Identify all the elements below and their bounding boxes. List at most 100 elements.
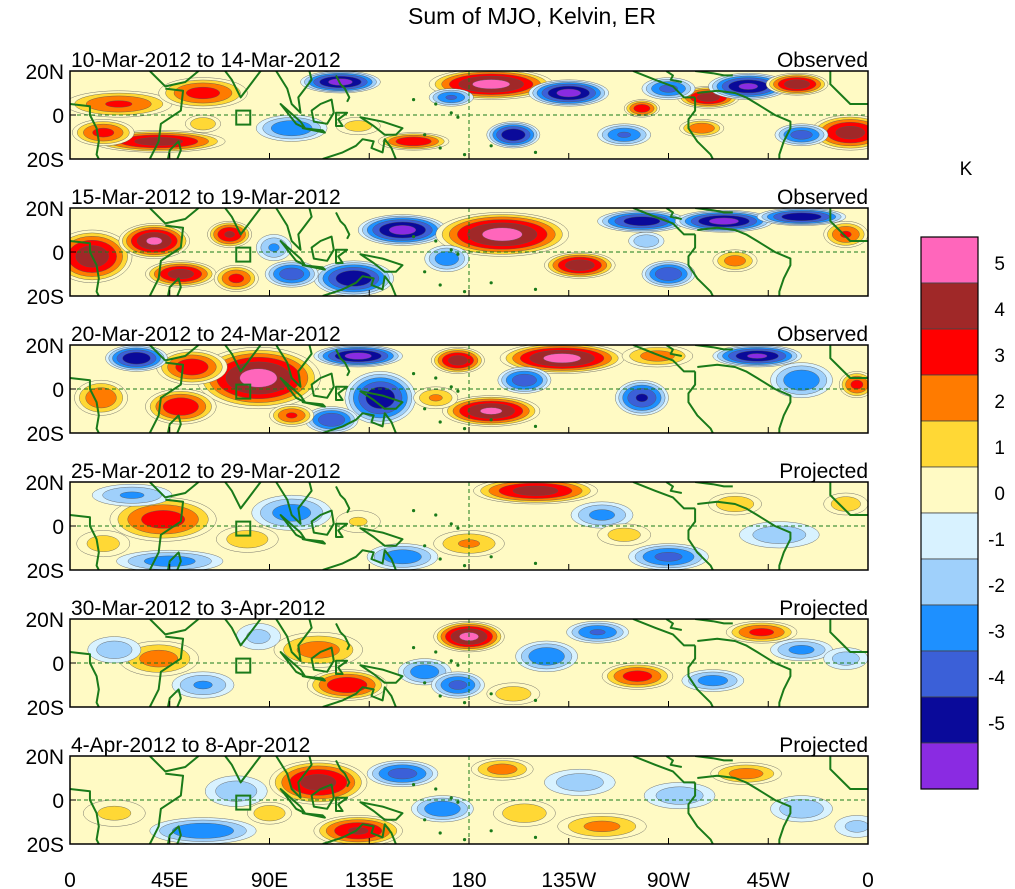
panel-status-label: Projected: [779, 460, 868, 483]
anomaly-blob: [544, 769, 616, 796]
anomaly-blob: [366, 760, 439, 787]
anomaly-blob: [499, 345, 625, 374]
region-box: [235, 657, 252, 674]
anomaly-blob: [431, 671, 485, 699]
anomaly-blob: [216, 525, 279, 553]
anomaly-blob: [158, 77, 248, 109]
colorbar-swatch: [920, 466, 979, 514]
anomaly-blob: [83, 799, 146, 827]
anomaly-blob: [756, 208, 847, 226]
region-box: [235, 383, 252, 400]
colorbar: K 5 4 3 2 1 0 -1 -2 -3 -4 -5: [920, 159, 1005, 790]
anomaly-blob: [497, 366, 552, 394]
y-tick-label: 20S: [27, 834, 64, 857]
anomaly-blob: [366, 543, 439, 570]
colorbar-label: 4: [994, 300, 1005, 321]
anomaly-blob: [473, 482, 598, 505]
anomaly-blob: [424, 245, 470, 273]
anomaly-blob: [185, 114, 221, 133]
region-box: [235, 794, 252, 811]
anomaly-blob: [628, 231, 665, 250]
colorbar-swatch: [920, 650, 979, 698]
anomaly-blob: [710, 762, 782, 785]
colorbar-swatch: [920, 696, 979, 744]
colorbar-swatch: [920, 512, 979, 560]
anomaly-blob: [838, 371, 868, 398]
anomaly-blob: [413, 386, 459, 409]
anomaly-blob: [623, 99, 660, 118]
panel-6: 4-Apr-2012 to 8-Apr-2012 Projected 20N 0 20S: [25, 734, 869, 857]
anomaly-blob: [213, 264, 259, 292]
y-tick-label: 20N: [25, 609, 64, 632]
panel-status-label: Projected: [779, 734, 868, 757]
panel-status-label: Observed: [777, 186, 868, 209]
x-tick-label: 180: [451, 869, 486, 889]
anomaly-blob: [118, 223, 190, 259]
anomaly-blob: [486, 682, 541, 705]
y-tick-label: 0: [52, 653, 64, 676]
anomaly-blob: [628, 543, 709, 570]
colorbar-swatch: [920, 604, 979, 652]
anomaly-blob: [544, 251, 616, 279]
coastlines: [70, 756, 868, 844]
colorbar-label: 1: [994, 438, 1005, 459]
colorbar-label: 0: [994, 484, 1005, 505]
anomaly-blob: [397, 658, 452, 686]
panel-2: 15-Mar-2012 to 19-Mar-2012 Observed 20N 0 20…: [25, 186, 869, 309]
heatmap-field: [70, 208, 868, 296]
colorbar-swatch: [920, 558, 979, 606]
anomaly-blob: [72, 119, 135, 147]
y-tick-label: 20N: [25, 746, 64, 769]
heatmap-field: [70, 345, 868, 433]
colorbar-swatch: [920, 374, 979, 422]
heatmap-field: [70, 756, 868, 844]
coastlines: [70, 208, 868, 296]
anomaly-blob: [486, 121, 541, 149]
y-tick-label: 20S: [27, 697, 64, 720]
colorbar-label: -4: [988, 668, 1005, 689]
anomaly-blob: [313, 345, 403, 368]
anomaly-blob: [196, 347, 321, 410]
panel-period-label: 4-Apr-2012 to 8-Apr-2012: [71, 734, 310, 757]
anomaly-blob: [74, 379, 128, 416]
region-box: [235, 109, 252, 126]
colorbar-swatch: [920, 742, 979, 790]
colorbar-frame: [920, 236, 979, 790]
anomaly-blob: [76, 530, 131, 557]
heatmap-field: [70, 482, 868, 570]
anomaly-blob: [712, 345, 802, 368]
anomaly-blob: [377, 132, 450, 151]
anomaly-blob: [681, 669, 745, 692]
x-tick-label: 45E: [151, 869, 188, 889]
anomaly-blob: [515, 640, 578, 672]
panel-period-label: 10-Mar-2012 to 14-Mar-2012: [71, 49, 341, 72]
panel-1: 10-Mar-2012 to 14-Mar-2012 Observed 20N 0 20…: [25, 49, 869, 172]
coastlines: [70, 482, 868, 570]
y-tick-label: 0: [52, 242, 64, 265]
anomaly-blob: [641, 77, 696, 100]
region-box: [235, 520, 252, 537]
anomaly-blob: [471, 758, 534, 781]
anomaly-blob: [679, 119, 725, 138]
anomaly-blob: [566, 621, 629, 644]
colorbar-swatch: [920, 420, 979, 468]
panel-period-label: 25-Mar-2012 to 29-Mar-2012: [71, 460, 341, 483]
anomaly-blob: [597, 523, 651, 546]
anomaly-blob: [493, 799, 556, 827]
x-tick-label: 0: [64, 869, 76, 889]
anomaly-blob: [621, 345, 694, 368]
colorbar-swatch: [920, 236, 979, 284]
y-tick-label: 20S: [27, 560, 64, 583]
anomaly-blob: [774, 123, 829, 147]
anomaly-blob: [105, 345, 168, 372]
anomaly-blob: [557, 813, 647, 840]
y-tick-label: 20S: [27, 149, 64, 172]
y-tick-label: 20N: [25, 472, 64, 495]
x-tick-label: 0: [862, 869, 874, 889]
anomaly-blob: [269, 404, 315, 427]
anomaly-blob: [712, 249, 758, 272]
colorbar-label: -1: [988, 530, 1005, 551]
colorbar-label: -3: [988, 622, 1005, 643]
anomaly-blob: [823, 647, 868, 670]
coastlines: [70, 71, 868, 159]
